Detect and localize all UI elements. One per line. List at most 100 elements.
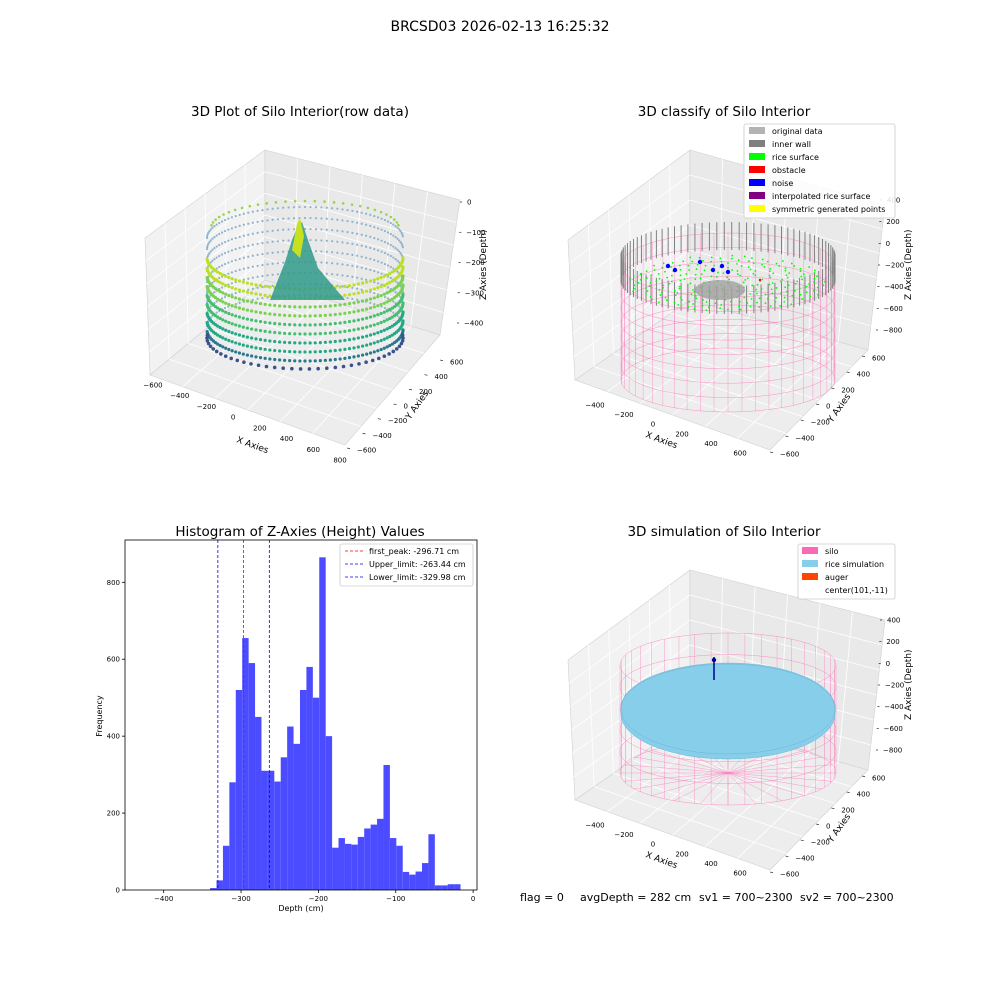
wall-point	[328, 331, 332, 335]
histogram-bar	[389, 838, 397, 890]
floor-point	[382, 354, 387, 359]
wall-point	[347, 284, 352, 288]
rice-surface-point	[751, 284, 754, 287]
wall-point	[298, 314, 302, 318]
axis-tick	[815, 403, 820, 405]
rice-surface-point	[687, 305, 690, 308]
rice-surface-point	[754, 270, 757, 272]
histogram-x-tick-label: −300	[231, 895, 250, 903]
wall-point	[356, 309, 360, 313]
silo-floor-spoke	[727, 764, 833, 774]
wall-point	[368, 315, 373, 319]
wall-point	[251, 298, 254, 301]
wall-point	[356, 354, 360, 358]
rice-surface-point	[700, 273, 703, 276]
wall-point	[227, 275, 231, 280]
wall-point	[230, 331, 234, 335]
rim-point	[303, 199, 307, 203]
wall-point	[343, 293, 347, 297]
wall-point	[361, 281, 365, 285]
wall-point	[278, 313, 282, 317]
wall-point	[230, 238, 234, 241]
wall-point	[209, 261, 212, 264]
rice-surface-point	[727, 308, 729, 311]
silo-floor-spoke	[651, 750, 729, 774]
rice-surface-point	[662, 284, 665, 287]
wall-point	[352, 355, 356, 359]
axis-tick	[846, 791, 850, 793]
rice-surface-point	[720, 304, 723, 306]
silo-floor-spoke	[727, 772, 757, 805]
wall-point	[365, 267, 368, 270]
axis-tick	[424, 374, 428, 376]
axis-tick-label: −200	[197, 403, 216, 411]
axis-tick-label: −600	[780, 451, 799, 459]
wall-point	[365, 298, 369, 302]
rim-point	[233, 208, 237, 212]
grid-line	[689, 594, 883, 646]
wall-point	[365, 307, 369, 311]
wall-point	[343, 356, 347, 360]
wall-point	[287, 228, 290, 231]
wall-point	[320, 206, 323, 209]
wall-point	[333, 321, 337, 326]
rice-surface-point	[738, 300, 741, 303]
wall-point	[385, 318, 389, 322]
wall-point	[394, 247, 397, 250]
rice-surface-point	[719, 307, 722, 310]
wall-point	[271, 218, 274, 221]
rice-surface-point	[650, 274, 653, 277]
wall-point	[223, 240, 227, 244]
wall-point	[325, 272, 328, 275]
wall-point	[303, 205, 307, 209]
wall-point	[325, 206, 328, 209]
rim-point	[274, 201, 278, 204]
wall-point	[234, 314, 238, 318]
wall-point	[230, 216, 234, 219]
legend-label: first_peak: -296.71 cm	[369, 547, 459, 556]
wall-point	[380, 217, 383, 220]
wall-point	[254, 328, 258, 332]
wall-point	[230, 277, 234, 281]
wall-point	[293, 323, 297, 327]
rice-surface-point	[665, 299, 668, 302]
wall-point	[258, 338, 263, 342]
wall-point	[303, 305, 307, 309]
rice-surface-point	[799, 267, 802, 270]
wall-point	[365, 316, 369, 320]
wall-point	[211, 270, 214, 273]
wall-point	[373, 291, 376, 295]
rice-surface-point	[771, 292, 774, 295]
axis-tick-label: −400	[464, 320, 483, 328]
wall-point	[215, 245, 218, 248]
histogram-bar	[338, 838, 345, 890]
wall-point	[218, 254, 221, 258]
wall-point	[254, 301, 258, 305]
wall-point	[390, 315, 394, 319]
wall-point	[218, 280, 222, 285]
wall-point	[230, 286, 234, 290]
wall-point	[356, 276, 359, 279]
wall-point	[303, 359, 307, 363]
wall-point	[351, 286, 354, 289]
wall-point	[382, 283, 386, 287]
raw-plot-xlabel: X Axies	[235, 435, 270, 456]
histogram-bar	[255, 716, 262, 890]
rice-surface-point	[673, 301, 676, 304]
legend-label: noise	[772, 179, 793, 188]
axis-tick-label: −200	[811, 419, 830, 427]
wall-point	[251, 210, 254, 213]
rice-surface-point	[746, 302, 749, 304]
rice-surface-point	[705, 301, 708, 303]
wall-point	[261, 285, 264, 289]
axis-tick-label: −200	[811, 839, 830, 847]
wall-point	[352, 346, 356, 350]
rice-surface-point	[805, 291, 808, 294]
wall-point	[347, 293, 352, 297]
wall-point	[376, 216, 380, 219]
wall-point	[258, 356, 263, 360]
wall-point	[352, 301, 356, 305]
rice-surface-point	[737, 259, 740, 262]
simulation-plot-xlabel: X Axies	[644, 850, 679, 871]
wall-point	[383, 262, 387, 266]
